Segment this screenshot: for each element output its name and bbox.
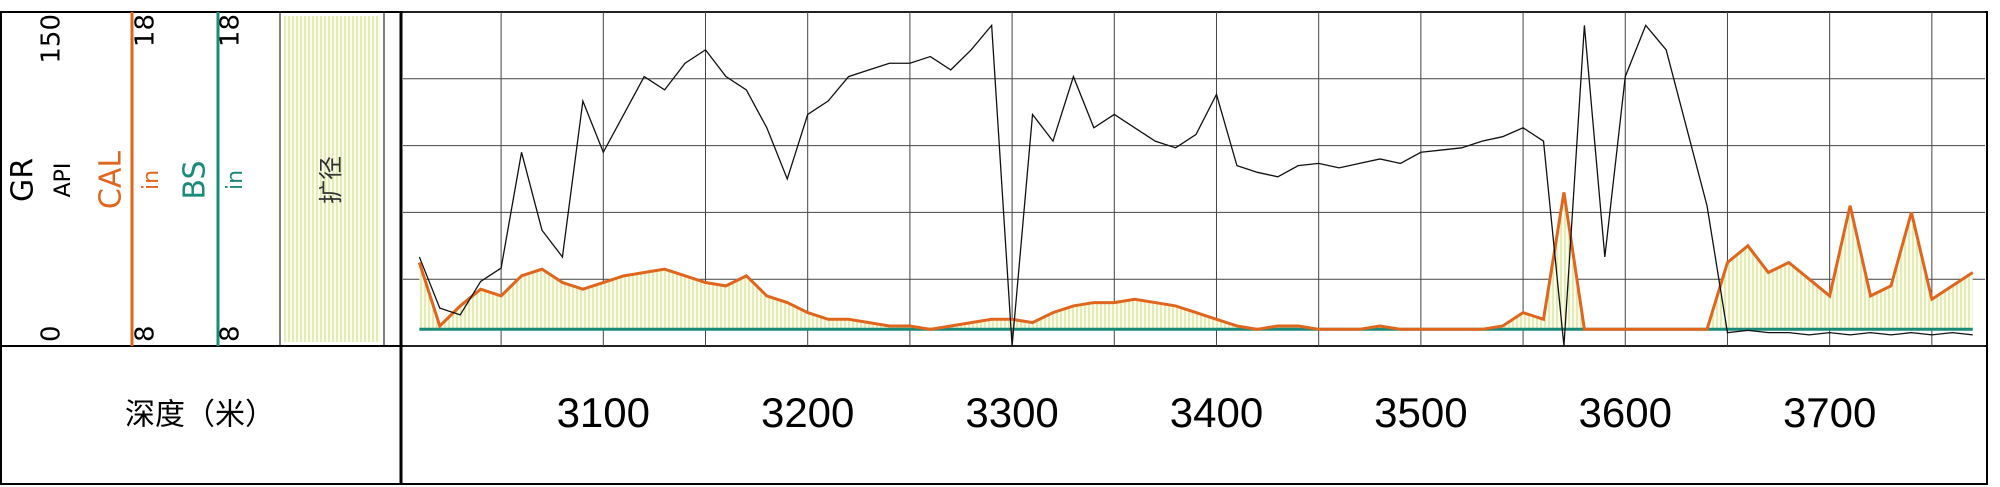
- gr-scale-min: 0: [37, 325, 67, 342]
- bs-scale-min: 8: [216, 325, 246, 342]
- bs-unit: in: [223, 170, 248, 190]
- gr-unit: API: [51, 163, 76, 198]
- fill-legend-label: 扩径: [317, 156, 345, 204]
- bs-scale-max: 18: [216, 14, 246, 47]
- cal-scale-max: 18: [131, 14, 161, 47]
- cal-scale-min: 8: [131, 325, 161, 342]
- x-tick-label: 3100: [557, 389, 650, 436]
- curve-cal: [417, 192, 1974, 331]
- bs-name: BS: [178, 160, 213, 199]
- curve-gr: [418, 23, 1973, 346]
- washout-fill: [419, 192, 1973, 330]
- depth-label: 深度（米）: [125, 398, 275, 433]
- gr-name: GR: [6, 158, 41, 202]
- cal-unit: in: [139, 170, 164, 190]
- fill-legend-swatch: [284, 16, 380, 342]
- x-tick-label: 3500: [1374, 389, 1467, 436]
- x-tick-label: 3600: [1579, 389, 1672, 436]
- x-tick-label: 3200: [761, 389, 854, 436]
- x-tick-label: 3700: [1783, 389, 1876, 436]
- x-tick-label: 3400: [1170, 389, 1263, 436]
- gr-scale-max: 150: [37, 14, 67, 64]
- cal-name: CAL: [94, 151, 129, 209]
- x-tick-label: 3300: [965, 389, 1058, 436]
